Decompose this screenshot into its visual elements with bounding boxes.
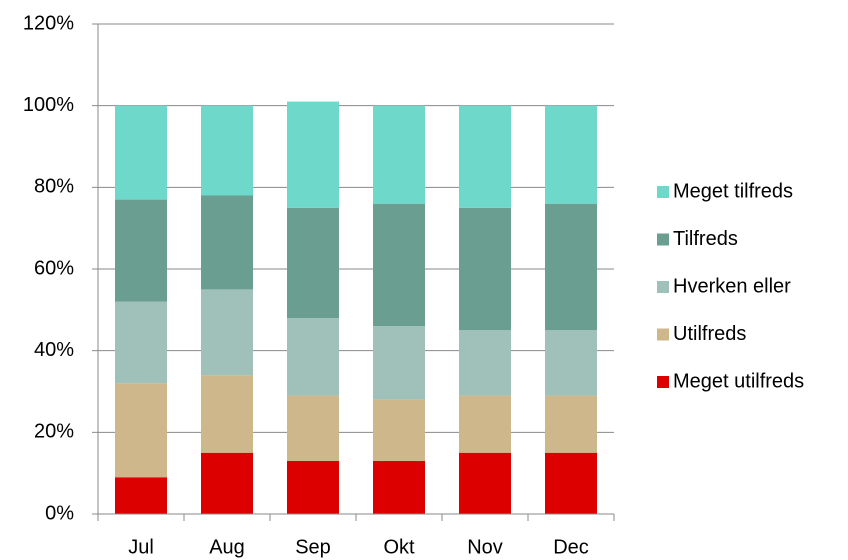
legend-swatch bbox=[657, 328, 669, 341]
legend-label: Hverken eller bbox=[673, 275, 791, 297]
bar-segment bbox=[373, 460, 425, 514]
bar-segment bbox=[373, 203, 425, 327]
bar-segment bbox=[459, 105, 511, 208]
legend-swatch bbox=[657, 233, 669, 246]
legend-label: Meget utilfreds bbox=[673, 370, 804, 392]
bar-segment bbox=[373, 326, 425, 400]
x-tick-label: Aug bbox=[209, 536, 245, 558]
bar-segment bbox=[459, 452, 511, 514]
legend-swatch bbox=[657, 376, 669, 388]
y-tick-label: 0% bbox=[45, 502, 74, 524]
bar-segment bbox=[201, 105, 253, 196]
bar-segment bbox=[545, 105, 597, 204]
bar-segment bbox=[287, 460, 339, 514]
bar-segment bbox=[287, 395, 339, 461]
bar-segment bbox=[373, 105, 425, 204]
bar-segment bbox=[545, 330, 597, 396]
bar-segment bbox=[115, 105, 167, 200]
y-tick-label: 20% bbox=[34, 421, 74, 443]
x-tick-label: Nov bbox=[467, 536, 503, 558]
bar-segment bbox=[115, 199, 167, 302]
bar-segment bbox=[459, 395, 511, 453]
x-tick-label: Dec bbox=[553, 536, 589, 558]
y-tick-label: 60% bbox=[34, 257, 74, 279]
bar-segment bbox=[287, 101, 339, 208]
bar-segment bbox=[201, 452, 253, 514]
legend-label: Meget tilfreds bbox=[673, 180, 793, 202]
x-tick-label: Jul bbox=[128, 536, 154, 558]
bar-segment bbox=[115, 383, 167, 478]
x-tick-label: Sep bbox=[295, 536, 331, 558]
bar-segment bbox=[545, 203, 597, 331]
bar-segment bbox=[201, 375, 253, 453]
bar-segment bbox=[287, 207, 339, 318]
bar-segment bbox=[115, 301, 167, 384]
bar-segment bbox=[373, 399, 425, 461]
y-tick-label: 100% bbox=[23, 94, 74, 116]
legend-label: Utilfreds bbox=[673, 323, 746, 345]
bar-segment bbox=[459, 207, 511, 331]
bar-segment bbox=[115, 477, 167, 514]
bar-segment bbox=[545, 452, 597, 514]
x-tick-label: Okt bbox=[383, 536, 415, 558]
legend-swatch bbox=[657, 186, 669, 198]
bar-segment bbox=[459, 330, 511, 396]
legend-label: Tilfreds bbox=[673, 228, 738, 250]
bar-segment bbox=[201, 289, 253, 376]
legend-swatch bbox=[657, 281, 669, 293]
y-tick-label: 80% bbox=[34, 176, 74, 198]
y-tick-label: 40% bbox=[34, 339, 74, 361]
bar-segment bbox=[287, 318, 339, 396]
y-tick-label: 120% bbox=[23, 12, 74, 34]
bar-segment bbox=[545, 395, 597, 453]
bar-segment bbox=[201, 195, 253, 290]
